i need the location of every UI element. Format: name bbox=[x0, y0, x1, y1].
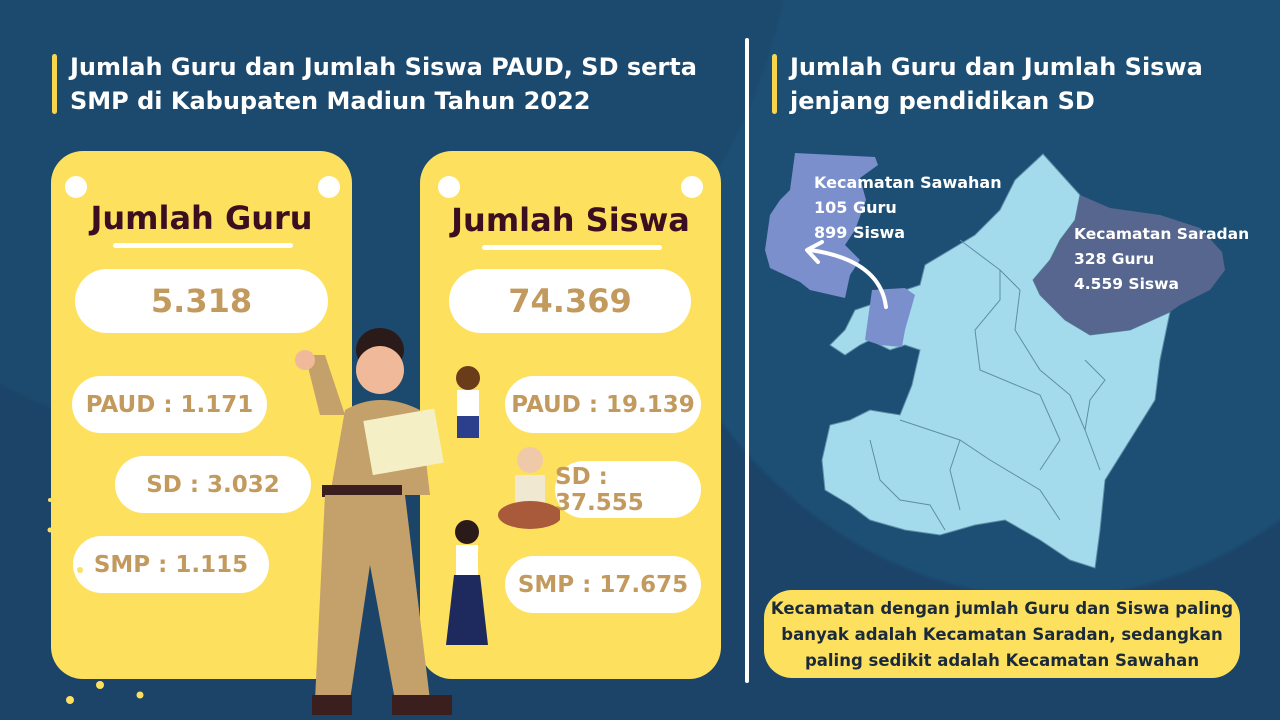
sawahan-siswa: 899 Siswa bbox=[814, 223, 906, 242]
map-district-saradan bbox=[1033, 195, 1225, 335]
card-hole bbox=[438, 176, 460, 198]
guru-card: Jumlah Guru 5.318 PAUD : 1.171 SD : 3.03… bbox=[51, 151, 352, 679]
guru-paud: PAUD : 1.171 bbox=[72, 376, 267, 433]
card-hole bbox=[65, 176, 87, 198]
card-hole bbox=[318, 176, 340, 198]
siswa-sd: SD : 37.555 bbox=[555, 461, 701, 518]
siswa-total: 74.369 bbox=[449, 269, 691, 333]
underline bbox=[482, 245, 662, 250]
dot-pattern bbox=[47, 498, 203, 704]
saradan-label: Kecamatan Saradan 328 Guru 4.559 Siswa bbox=[1074, 222, 1249, 297]
saradan-siswa: 4.559 Siswa bbox=[1074, 275, 1179, 293]
right-title: Jumlah Guru dan Jumlah Siswa jenjang pen… bbox=[772, 50, 1242, 118]
map-district-sawahan-part bbox=[865, 288, 915, 347]
guru-sd: SD : 3.032 bbox=[115, 456, 311, 513]
arrow-head-icon bbox=[805, 240, 824, 264]
student-illustrations bbox=[446, 366, 560, 645]
card-hole bbox=[681, 176, 703, 198]
sawahan-name: Kecamatan Sawahan bbox=[814, 173, 1002, 192]
underline bbox=[113, 243, 293, 248]
siswa-heading: Jumlah Siswa bbox=[451, 201, 690, 239]
siswa-smp: SMP : 17.675 bbox=[505, 556, 701, 613]
guru-smp: SMP : 1.115 bbox=[73, 536, 269, 593]
saradan-name: Kecamatan Saradan bbox=[1074, 225, 1250, 243]
sawahan-label: Kecamatan Sawahan 105 Guru 899 Siswa bbox=[814, 170, 1002, 245]
teacher-illustration bbox=[295, 328, 452, 715]
arrow-icon bbox=[808, 248, 888, 309]
saradan-guru: 328 Guru bbox=[1074, 250, 1155, 268]
guru-heading: Jumlah Guru bbox=[90, 199, 313, 237]
madiun-map bbox=[765, 153, 1225, 569]
conclusion-note: Kecamatan dengan jumlah Guru dan Siswa p… bbox=[764, 590, 1240, 678]
guru-total: 5.318 bbox=[75, 269, 328, 333]
divider bbox=[745, 38, 749, 683]
siswa-paud: PAUD : 19.139 bbox=[505, 376, 701, 433]
left-title: Jumlah Guru dan Jumlah Siswa PAUD, SD se… bbox=[52, 50, 702, 118]
sawahan-guru: 105 Guru bbox=[814, 198, 897, 217]
